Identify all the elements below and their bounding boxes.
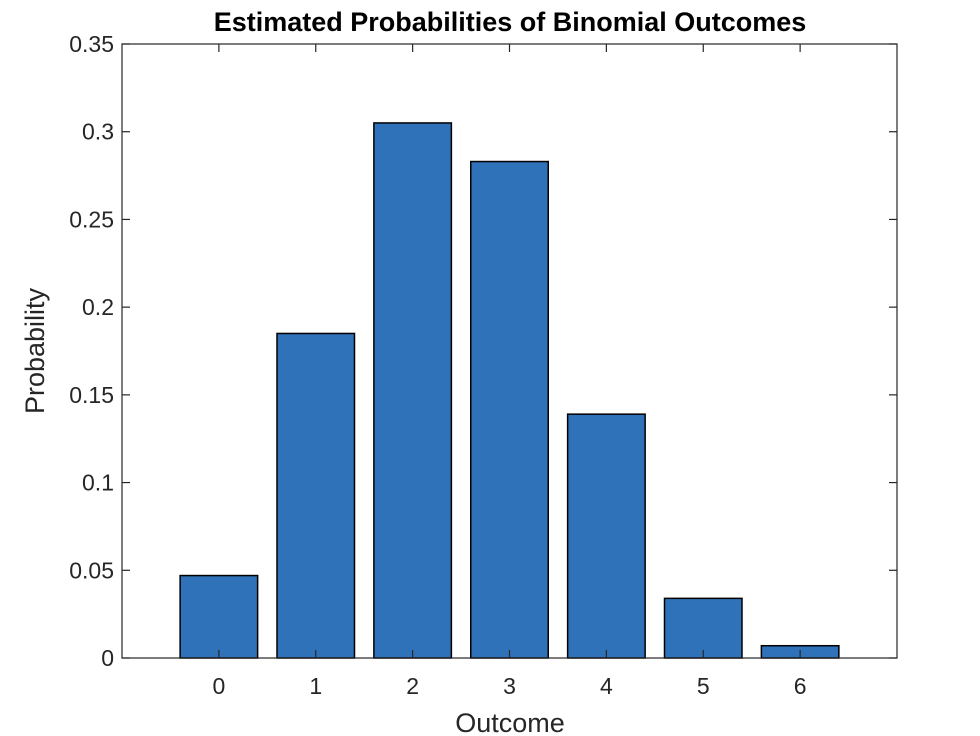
chart-title: Estimated Probabilities of Binomial Outc… [214, 7, 807, 37]
y-tick-label: 0.2 [82, 294, 114, 320]
y-tick-label: 0.3 [82, 119, 114, 145]
x-tick-label: 4 [600, 673, 613, 699]
bar-3 [470, 160, 549, 659]
x-axis-label: Outcome [455, 708, 565, 736]
bar-1 [276, 332, 356, 659]
bar-5 [663, 597, 743, 659]
x-tick-label: 6 [794, 673, 807, 699]
y-tick-label: 0 [101, 645, 114, 671]
y-tick-label: 0.35 [69, 31, 114, 57]
y-axis-label: Probability [20, 287, 50, 414]
x-tick-label: 5 [697, 673, 710, 699]
bar-2 [373, 122, 453, 659]
x-tick-label: 1 [309, 673, 322, 699]
x-axis-ticks: 0 1 2 3 4 5 6 [212, 44, 807, 699]
bar-0 [179, 574, 259, 659]
y-axis-ticks: 0 0.05 0.1 0.15 0.2 0.25 0.3 0.35 [69, 31, 897, 671]
y-tick-label: 0.25 [69, 206, 114, 232]
x-tick-label: 0 [212, 673, 225, 699]
bars-group [179, 122, 840, 659]
x-tick-label: 2 [406, 673, 419, 699]
y-tick-label: 0.15 [69, 382, 114, 408]
plot-frame [121, 43, 898, 659]
y-tick-label: 0.1 [82, 470, 114, 496]
bar-4 [566, 413, 646, 659]
x-tick-label: 3 [503, 673, 516, 699]
y-tick-label: 0.05 [69, 557, 114, 583]
